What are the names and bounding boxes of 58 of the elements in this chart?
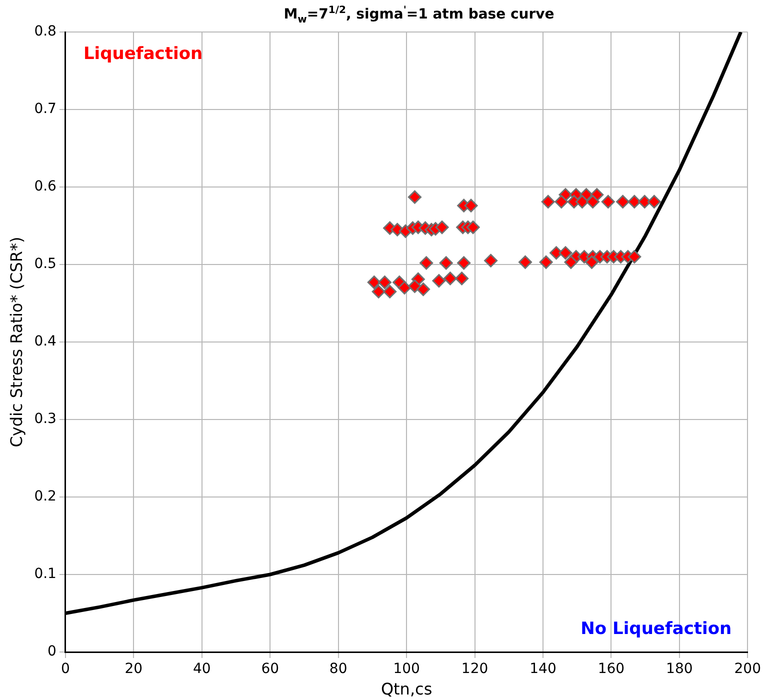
x-tick-label: 100 xyxy=(393,661,420,678)
y-tick-label: 0.5 xyxy=(34,256,56,272)
y-tick-label: 0.3 xyxy=(34,411,56,428)
point xyxy=(466,220,480,234)
point xyxy=(439,256,453,270)
point xyxy=(585,255,599,269)
point xyxy=(558,246,572,260)
point xyxy=(378,276,392,290)
x-tick-label: 80 xyxy=(329,661,348,678)
point xyxy=(616,194,630,208)
y-tick-label: 0.2 xyxy=(34,488,56,505)
point xyxy=(435,220,449,234)
x-tick-label: 180 xyxy=(666,661,693,678)
x-tick-label: 160 xyxy=(598,661,625,678)
point xyxy=(443,272,457,286)
y-tick-label: 0.1 xyxy=(34,566,56,582)
x-tick-label: 40 xyxy=(192,661,211,678)
point xyxy=(647,194,661,208)
y-tick-label: 0 xyxy=(48,644,56,660)
y-tick-label: 0.6 xyxy=(34,178,57,195)
annotation: No Liquefaction xyxy=(580,618,732,639)
y-tick-label: 0.4 xyxy=(34,334,57,350)
point xyxy=(539,255,553,269)
annotation: Liquefaction xyxy=(83,44,203,64)
point xyxy=(457,256,471,270)
point xyxy=(372,284,386,298)
point xyxy=(455,272,469,286)
y-tick-label: 0.8 xyxy=(34,24,56,40)
point xyxy=(554,194,568,208)
y-tick-label: 0.7 xyxy=(34,101,56,118)
point xyxy=(601,194,615,208)
point xyxy=(464,198,478,212)
point xyxy=(383,284,397,298)
x-tick-label: 0 xyxy=(61,661,70,678)
x-tick-label: 20 xyxy=(124,661,143,678)
x-axis-title: Qtn,cs xyxy=(380,680,432,699)
point xyxy=(367,276,381,290)
chart-title: M$_{w}$=7$^{1/2}$, sigma$^{'}$=1 atm base curve xyxy=(282,4,556,28)
point xyxy=(586,194,600,208)
point xyxy=(575,194,589,208)
x-tick-label: 120 xyxy=(461,661,488,678)
point xyxy=(420,256,434,270)
point xyxy=(518,255,532,269)
point xyxy=(398,281,412,294)
x-tick-label: 200 xyxy=(734,661,762,678)
x-tick-label: 140 xyxy=(530,661,556,678)
point xyxy=(638,194,652,208)
point xyxy=(416,282,430,296)
y-axis-title: Cydic Stress Ratio* (CSR*) xyxy=(6,236,26,448)
point xyxy=(408,190,422,204)
point xyxy=(432,274,446,288)
point xyxy=(628,250,642,264)
point xyxy=(541,194,555,208)
point xyxy=(628,194,642,208)
x-tick-label: 60 xyxy=(261,661,280,678)
point xyxy=(408,279,422,293)
point xyxy=(564,255,578,269)
point xyxy=(484,254,498,268)
